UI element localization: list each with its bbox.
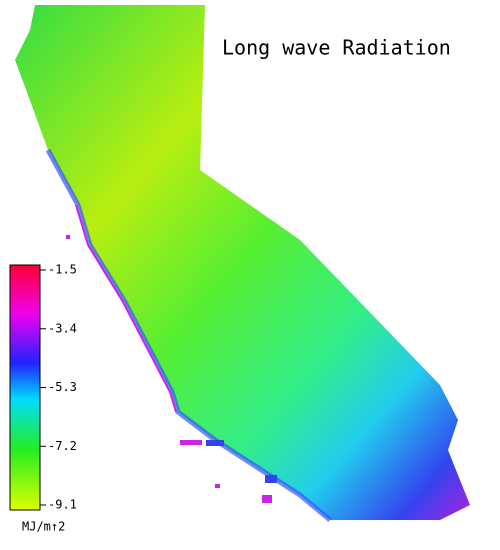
- colorbar-tick-label: -7.2: [48, 439, 77, 453]
- coastline-edge: [75, 204, 177, 413]
- map-title: Long wave Radiation: [222, 36, 451, 60]
- islands: [66, 235, 277, 503]
- colorbar-tick-label: -1.5: [48, 263, 77, 277]
- unit-label: MJ/m↑2: [22, 520, 65, 534]
- colorbar-tick-label: -5.3: [48, 380, 77, 394]
- colorbar-tick-label: -9.1: [48, 498, 77, 512]
- colorbar-tick-label: -3.4: [48, 321, 77, 335]
- colorbar: [9, 264, 41, 511]
- state-shape: [15, 5, 470, 520]
